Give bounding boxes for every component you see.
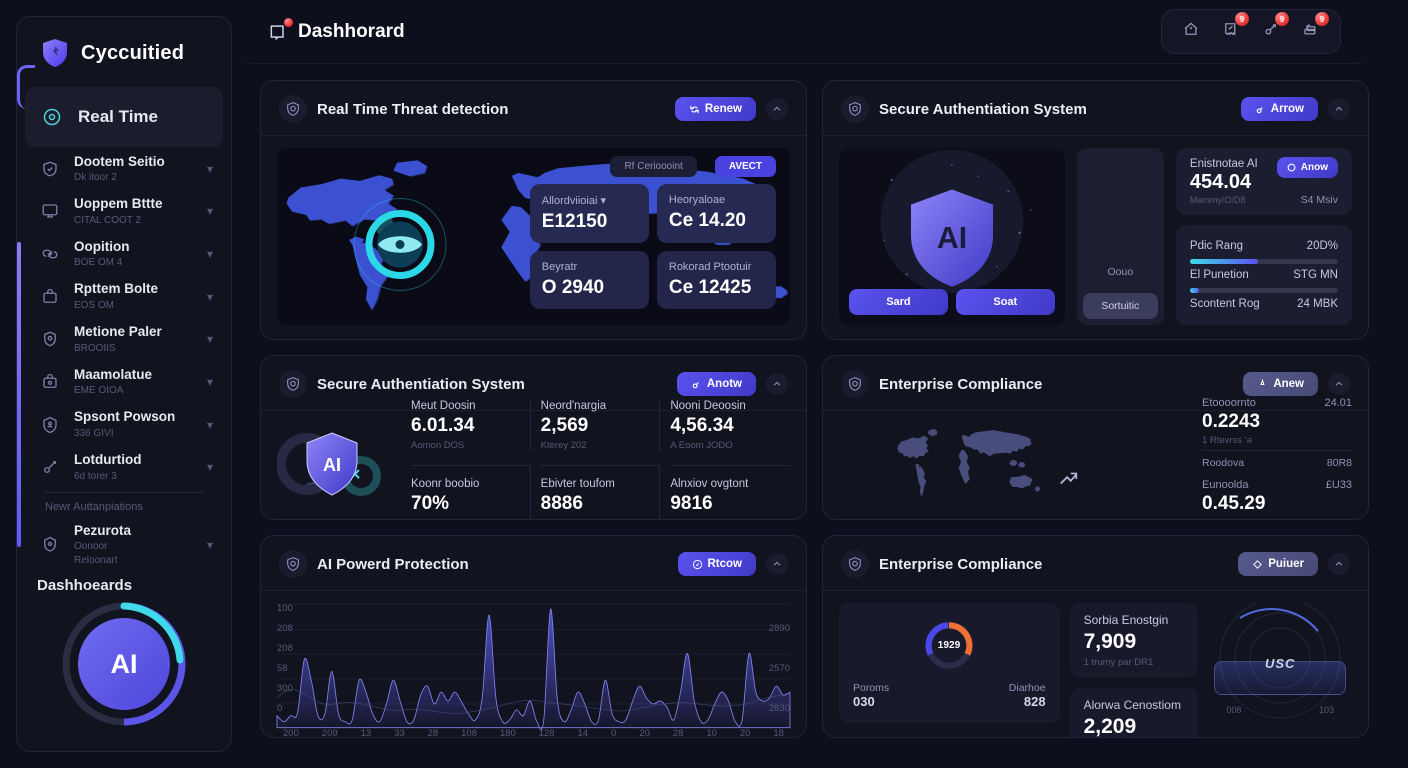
svg-text:AI: AI bbox=[323, 455, 341, 475]
svg-text:1929: 1929 bbox=[938, 640, 961, 651]
svg-text:AI: AI bbox=[111, 649, 138, 679]
svg-text:AI: AI bbox=[937, 221, 967, 254]
